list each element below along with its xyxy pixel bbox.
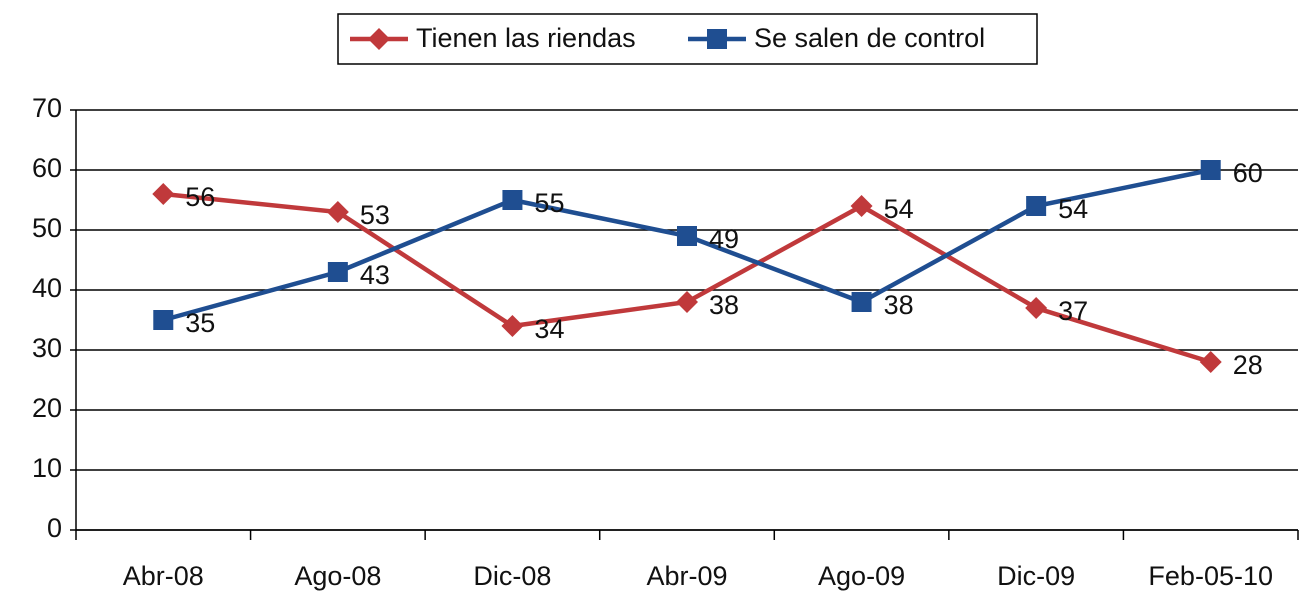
data-point <box>326 201 349 223</box>
data-point <box>851 292 872 312</box>
data-label: 60 <box>1233 158 1263 188</box>
data-point <box>1025 297 1048 319</box>
data-label: 28 <box>1233 350 1263 380</box>
y-tick-label: 40 <box>32 273 62 303</box>
x-tick-label: Feb-05-10 <box>1148 561 1273 591</box>
x-tick-label: Dic-09 <box>997 561 1075 591</box>
data-label: 38 <box>709 290 739 320</box>
data-label: 54 <box>1058 194 1088 224</box>
x-tick-label: Abr-08 <box>123 561 204 591</box>
data-label: 55 <box>534 188 564 218</box>
data-point <box>152 183 175 205</box>
data-label: 37 <box>1058 296 1088 326</box>
data-point <box>501 315 524 337</box>
y-tick-label: 20 <box>32 393 62 423</box>
data-point <box>850 195 873 217</box>
legend-swatch <box>368 28 390 50</box>
x-tick-label: Ago-09 <box>818 561 905 591</box>
data-label: 56 <box>185 182 215 212</box>
y-tick-label: 0 <box>47 513 62 543</box>
data-label: 43 <box>360 260 390 290</box>
legend-swatch <box>707 29 727 49</box>
data-label: 38 <box>884 290 914 320</box>
x-tick-label: Ago-08 <box>294 561 381 591</box>
data-label: 35 <box>185 308 215 338</box>
legend-box <box>337 13 1038 65</box>
y-tick-label: 60 <box>32 153 62 183</box>
data-point <box>502 190 523 210</box>
data-label: 54 <box>884 194 914 224</box>
y-tick-label: 10 <box>32 453 62 483</box>
legend-label: Tienen las riendas <box>416 23 636 53</box>
data-label: 49 <box>709 224 739 254</box>
data-point <box>327 262 348 282</box>
y-tick-label: 50 <box>32 213 62 243</box>
data-label: 53 <box>360 200 390 230</box>
y-tick-label: 70 <box>32 93 62 123</box>
y-tick-label: 30 <box>32 333 62 363</box>
data-label: 34 <box>534 314 564 344</box>
legend-label: Se salen de control <box>754 23 985 53</box>
data-point <box>153 310 174 330</box>
data-point <box>677 226 697 246</box>
x-tick-label: Abr-09 <box>646 561 727 591</box>
data-point <box>1199 351 1222 373</box>
data-point <box>676 291 698 313</box>
x-tick-label: Dic-08 <box>473 561 551 591</box>
data-point <box>1026 196 1047 216</box>
data-point <box>1200 160 1221 180</box>
